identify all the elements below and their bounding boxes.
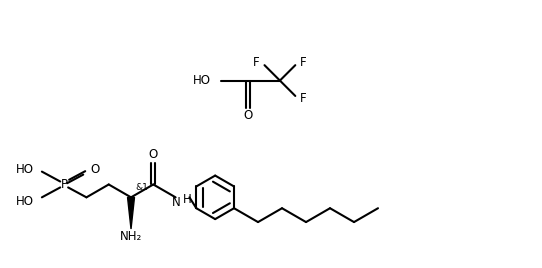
- Text: N: N: [172, 196, 181, 209]
- Text: O: O: [243, 109, 253, 122]
- Text: &1: &1: [135, 183, 148, 192]
- Text: P: P: [61, 178, 68, 191]
- Text: F: F: [300, 92, 307, 105]
- Text: HO: HO: [192, 74, 211, 87]
- Text: H: H: [183, 193, 191, 206]
- Text: F: F: [253, 56, 260, 69]
- Text: O: O: [90, 163, 99, 176]
- Text: O: O: [149, 148, 158, 161]
- Text: NH₂: NH₂: [120, 230, 142, 243]
- Text: HO: HO: [16, 195, 34, 208]
- Text: F: F: [300, 56, 307, 69]
- Polygon shape: [127, 197, 134, 229]
- Text: HO: HO: [16, 163, 34, 176]
